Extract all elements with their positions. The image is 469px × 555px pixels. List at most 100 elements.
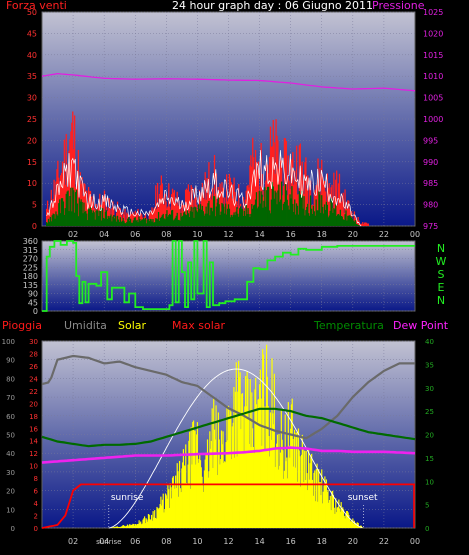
solar-x-tick: 10 — [192, 537, 202, 546]
rain-y-tick: 16 — [29, 425, 38, 433]
compass-letter: W — [436, 255, 447, 268]
wind-x-tick: 04 — [99, 230, 109, 239]
humidity-y-tick: 70 — [6, 394, 15, 402]
wind-x-tick: 08 — [161, 230, 171, 239]
wind-y-tick: 40 — [27, 51, 37, 60]
legend-dew-point: Dew Point — [393, 319, 449, 332]
direction-y-tick: 180 — [23, 272, 38, 281]
rain-y-tick: 8 — [34, 475, 38, 483]
humidity-line — [41, 354, 415, 440]
rain-y-tick: 26 — [29, 363, 38, 371]
wind-x-tick: 18 — [317, 230, 327, 239]
rain-y-tick: 28 — [29, 350, 38, 358]
humidity-y-tick: 90 — [6, 357, 15, 365]
pressure-y-tick: 1015 — [423, 51, 443, 60]
compass-letter: N — [437, 294, 445, 307]
wind-y-tick: 45 — [27, 29, 37, 38]
temp-y-tick: 40 — [425, 338, 434, 346]
wind-x-tick: 22 — [379, 230, 389, 239]
solar-x-tick: 14 — [254, 537, 264, 546]
wind-x-tick: 16 — [286, 230, 296, 239]
rain-y-tick: 14 — [29, 438, 38, 446]
wind-y-tick: 25 — [27, 115, 37, 124]
wind-y-tick: 0 — [32, 222, 37, 231]
humidity-y-tick: 30 — [6, 469, 15, 477]
sunrise-label: sunrise — [111, 493, 144, 503]
compass-letter: N — [437, 242, 445, 255]
rain-y-tick: 0 — [34, 525, 38, 533]
temp-y-tick: 35 — [425, 361, 434, 369]
humidity-y-tick: 20 — [6, 488, 15, 496]
rain-y-tick: 20 — [29, 400, 38, 408]
pressure-label: Pressione — [372, 0, 425, 12]
legend-temperatura: Temperatura — [314, 319, 384, 332]
direction-y-tick: 135 — [23, 281, 38, 290]
solar-x-tick: 22 — [379, 537, 389, 546]
rain-y-tick: 4 — [34, 500, 39, 508]
wind-y-tick: 50 — [27, 8, 37, 17]
temp-y-tick: 25 — [425, 408, 434, 416]
solar-x-tick: 12 — [223, 537, 233, 546]
wind-y-tick: 30 — [27, 94, 37, 103]
pressure-y-tick: 1020 — [423, 29, 443, 38]
temp-y-tick: 5 — [425, 502, 429, 510]
rain-y-tick: 6 — [34, 488, 39, 496]
compass-letter: S — [438, 268, 445, 281]
rain-y-tick: 24 — [29, 375, 38, 383]
temp-y-tick: 15 — [425, 455, 434, 463]
rain-y-tick: 18 — [29, 413, 38, 421]
pressure-y-tick: 995 — [423, 136, 438, 145]
pressure-y-tick: 1005 — [423, 94, 443, 103]
pressure-y-tick: 985 — [423, 179, 438, 188]
solar-x-tick: 18 — [317, 537, 327, 546]
rain-y-tick: 30 — [29, 338, 38, 346]
legend-max-solar: Max solar — [172, 319, 226, 332]
sunset-label: sunset — [348, 493, 378, 503]
rain-y-tick: 2 — [34, 513, 38, 521]
rain-line — [41, 483, 415, 529]
wind-y-tick: 20 — [27, 136, 37, 145]
humidity-y-tick: 40 — [6, 450, 15, 458]
wind-x-tick: 02 — [68, 230, 78, 239]
rain-y-tick: 22 — [29, 388, 38, 396]
dew-point-line — [41, 446, 416, 464]
pressure-y-tick: 1000 — [423, 115, 443, 124]
max-solar-curve — [108, 368, 363, 529]
pressure-y-tick: 1025 — [423, 8, 443, 17]
solar-x-tick: 16 — [286, 537, 296, 546]
legend-solar: Solar — [118, 319, 147, 332]
humidity-y-tick: 0 — [11, 525, 15, 533]
direction-y-tick: 360 — [23, 237, 38, 246]
direction-y-tick: 225 — [23, 263, 38, 272]
wind-x-tick: 20 — [348, 230, 358, 239]
rain-y-tick: 10 — [29, 463, 38, 471]
humidity-y-tick: 10 — [6, 506, 15, 514]
wind-y-tick: 5 — [32, 201, 37, 210]
solar-x-tick: 06 — [130, 537, 140, 546]
humidity-y-tick: 60 — [6, 413, 15, 421]
solar-x-tick: 04 — [99, 537, 109, 546]
pressure-y-tick: 990 — [423, 158, 438, 167]
temp-y-tick: 0 — [425, 525, 429, 533]
humidity-y-tick: 50 — [6, 432, 15, 440]
humidity-y-tick: 100 — [2, 338, 15, 346]
wind-x-tick: 10 — [192, 230, 202, 239]
temp-y-tick: 30 — [425, 385, 434, 393]
sunrise-axis-label: sunrise — [96, 538, 121, 546]
wind-x-tick: 00 — [410, 230, 420, 239]
rain-y-tick: 12 — [29, 450, 38, 458]
humidity-y-tick: 80 — [6, 375, 15, 383]
legend-umidita: Umidita — [64, 319, 107, 332]
solar-x-tick: 02 — [68, 537, 78, 546]
direction-y-tick: 0 — [33, 307, 38, 316]
compass-letter: E — [438, 281, 445, 294]
direction-y-tick: 315 — [23, 246, 38, 255]
wind-y-tick: 35 — [27, 72, 37, 81]
wind-x-tick: 06 — [130, 230, 140, 239]
temp-y-tick: 10 — [425, 478, 434, 486]
direction-line — [42, 240, 415, 312]
solar-x-tick: 00 — [410, 537, 420, 546]
wind-force-label: Forza venti — [6, 0, 67, 12]
wind-y-tick: 10 — [27, 179, 37, 188]
